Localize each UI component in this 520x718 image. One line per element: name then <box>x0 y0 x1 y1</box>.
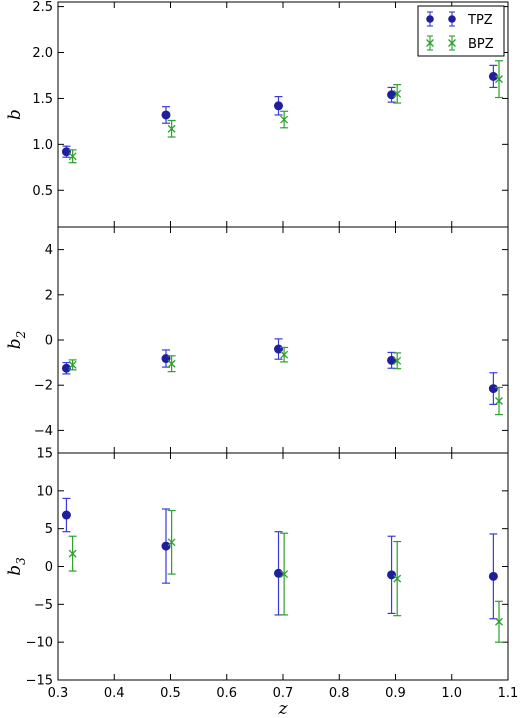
x-tick-label: 0.7 <box>273 686 294 701</box>
x-tick-label: 0.5 <box>160 686 181 701</box>
data-point <box>274 101 283 111</box>
y-tick-label: 2 <box>45 288 53 303</box>
y-axis-label: b3 <box>5 557 28 576</box>
y-tick-label: −5 <box>34 598 53 613</box>
legend-label: TPZ <box>467 13 493 28</box>
data-point <box>488 384 498 394</box>
legend-marker <box>448 39 456 47</box>
legend-marker <box>426 15 434 23</box>
legend-label: BPZ <box>468 37 494 52</box>
x-tick-label: 0.3 <box>48 686 69 701</box>
x-tick-label: 0.4 <box>104 686 125 701</box>
panel-3: −15 −10 −5 0 5 10 15 b3 0.3 0.4 0.5 0.6 0.7 0.8 0.9 1.0… <box>5 447 518 718</box>
series-bpz <box>68 60 503 164</box>
series-bpz <box>68 346 503 416</box>
panel-frame <box>57 226 509 454</box>
data-point <box>488 71 498 81</box>
data-point <box>161 541 171 551</box>
data-point <box>495 617 503 626</box>
series-tpz <box>61 497 498 620</box>
x-tick-label: 0.9 <box>385 686 406 701</box>
data-point <box>68 152 77 161</box>
y-tick-label: 10 <box>36 484 53 499</box>
y-tick-label: 1.0 <box>32 138 53 153</box>
x-tick-label: 1.0 <box>441 686 462 701</box>
y-tick-label: −2 <box>34 379 53 394</box>
series-bpz <box>68 509 503 643</box>
legend-entry-tpz: TPZ <box>426 11 493 28</box>
y-tick-label: 2.5 <box>32 0 53 15</box>
series-tpz <box>61 64 498 158</box>
legend: TPZ BPZ <box>417 5 505 57</box>
data-point <box>167 359 176 368</box>
data-point <box>68 360 77 369</box>
data-point <box>495 397 503 405</box>
data-point <box>280 570 289 579</box>
panel-frame <box>57 452 509 681</box>
data-point <box>387 355 397 365</box>
data-point <box>393 356 402 365</box>
data-point <box>167 124 176 133</box>
x-tick-label: 1.1 <box>498 686 519 701</box>
legend-marker <box>448 15 456 23</box>
x-axis-label: z <box>278 699 289 718</box>
y-tick-label: 4 <box>45 243 53 258</box>
y-tick-label: 2.0 <box>32 46 53 61</box>
y-axis-label: b <box>5 109 25 120</box>
data-point <box>495 75 503 84</box>
data-point <box>161 110 171 120</box>
data-point <box>280 115 289 124</box>
legend-entry-bpz: BPZ <box>426 35 494 52</box>
x-tick-label: 0.6 <box>216 686 237 701</box>
x-tick-label: 0.8 <box>329 686 350 701</box>
data-point <box>488 571 498 581</box>
data-point <box>280 350 289 359</box>
data-point <box>68 549 77 558</box>
data-point <box>61 363 71 373</box>
y-tick-label: 5 <box>45 522 53 537</box>
data-point <box>393 89 402 98</box>
y-tick-label: 0 <box>45 334 53 349</box>
legend-box <box>417 5 505 57</box>
y-tick-label: −10 <box>26 636 53 651</box>
data-point <box>61 147 71 157</box>
panel-2: −4 −2 0 2 4 b2 <box>5 226 509 454</box>
y-tick-label: 15 <box>36 447 53 462</box>
data-point <box>387 570 397 580</box>
series-tpz <box>61 338 498 406</box>
data-point <box>167 538 176 547</box>
y-tick-label: −4 <box>34 424 53 439</box>
y-tick-label: 0.5 <box>32 184 53 199</box>
data-point <box>393 574 402 583</box>
y-tick-label: −15 <box>26 674 53 689</box>
y-axis-label: b2 <box>5 331 28 350</box>
y-tick-label: 1.5 <box>32 92 53 107</box>
y-tick-label: 0 <box>45 560 53 575</box>
data-point <box>61 510 71 520</box>
legend-marker <box>426 39 434 47</box>
